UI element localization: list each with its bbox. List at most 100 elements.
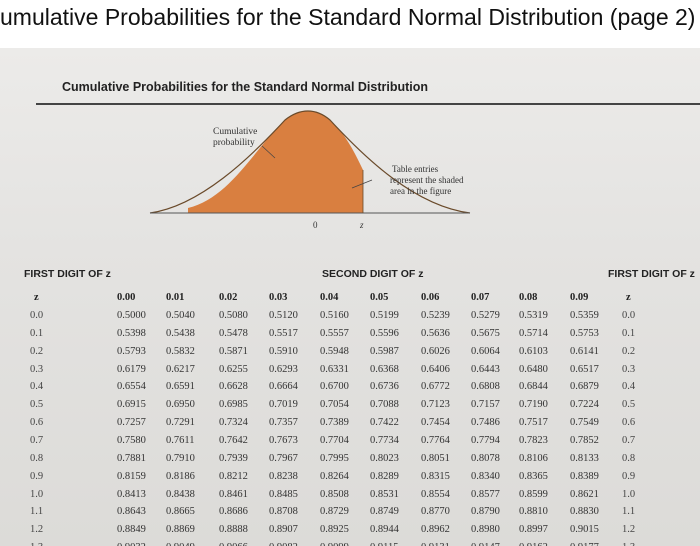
table-cell: 0.8365 (519, 470, 548, 482)
table-cell: 0.8770 (421, 506, 450, 518)
table-cell: 0.5793 (117, 345, 146, 357)
table-cell: 0.5120 (269, 310, 298, 321)
table-cell: 0.7486 (471, 417, 500, 429)
table-cell: 0.8315 (421, 470, 450, 482)
row-z-label-left: 0.0 (30, 310, 44, 321)
table-cell: 0.7123 (421, 399, 450, 411)
table-cell: 0.8888 (219, 524, 248, 536)
table-cell: 0.7611 (166, 434, 195, 446)
table-cell: 0.9115 (370, 542, 399, 546)
table-cell: 0.6879 (570, 381, 599, 393)
column-header: 0.05 (370, 292, 389, 303)
row-z-label-left: 0.7 (30, 434, 44, 446)
table-cell: 0.9032 (117, 542, 146, 546)
table-cell: 0.9015 (570, 524, 599, 536)
row-z-label-left: 0.1 (30, 327, 44, 339)
table-cell: 0.8665 (166, 506, 195, 518)
column-header: 0.08 (519, 292, 538, 303)
row-z-label-right: 0.3 (622, 363, 636, 375)
cumulative-pointer (261, 145, 276, 159)
table-cell: 0.8438 (166, 488, 195, 500)
table-cell: 0.8643 (117, 506, 146, 518)
row-z-label-right: 1.0 (622, 488, 636, 500)
table-cell: 0.8554 (421, 488, 450, 500)
table-cell: 0.6064 (471, 345, 500, 357)
first-digit-right-header: FIRST DIGIT OF z (608, 268, 695, 280)
table-cell: 0.7881 (117, 452, 146, 464)
table-cell: 0.8810 (519, 506, 548, 518)
table-cell: 0.8212 (219, 470, 248, 482)
column-header: 0.09 (570, 292, 589, 303)
table-cell: 0.7642 (219, 434, 248, 446)
table-cell: 0.6772 (421, 381, 450, 393)
table-cell: 0.9066 (219, 542, 248, 546)
table-cell: 0.7054 (320, 399, 349, 411)
table-cell: 0.8790 (471, 506, 500, 518)
table-cell: 0.7422 (370, 417, 399, 429)
table-cell: 0.7794 (471, 434, 500, 446)
table-cell: 0.6915 (117, 399, 146, 411)
table-cell: 0.7257 (117, 417, 146, 429)
column-header: 0.07 (471, 292, 490, 303)
table-cell: 0.6591 (166, 381, 195, 393)
table-cell: 0.7357 (269, 417, 298, 429)
row-z-label-left: 0.9 (30, 470, 44, 482)
row-z-label-left: 0.8 (30, 452, 44, 464)
table-cell: 0.6844 (519, 381, 548, 393)
note-label-1: Table entries (392, 164, 439, 174)
slide-title: umulative Probabilities for the Standard… (0, 4, 696, 30)
table-cell: 0.8508 (320, 488, 349, 500)
table-cell: 0.7910 (166, 452, 195, 464)
table-cell: 0.5832 (166, 345, 195, 357)
table-cell: 0.7673 (269, 434, 298, 446)
table-cell: 0.8264 (320, 470, 349, 482)
table-cell: 0.6736 (370, 381, 399, 393)
z-column-header-left: z (34, 292, 39, 303)
table-cell: 0.6103 (519, 345, 548, 357)
table-cell: 0.9099 (320, 542, 349, 546)
table-cell: 0.7019 (269, 399, 298, 411)
table-cell: 0.5871 (219, 345, 248, 357)
table-cell: 0.7580 (117, 434, 146, 446)
table-cell: 0.8485 (269, 488, 298, 500)
shaded-area (188, 111, 363, 213)
title-divider (36, 103, 700, 105)
table-cell: 0.9082 (269, 542, 298, 546)
normal-curve-figure: Cumulative probability Table entries rep… (149, 110, 471, 230)
table-cell: 0.7852 (570, 434, 599, 446)
table-cell: 0.5478 (219, 327, 248, 339)
table-cell: 0.7291 (166, 417, 195, 429)
table-cell: 0.6293 (269, 363, 298, 375)
table-cell: 0.6331 (320, 363, 349, 375)
table-cell: 0.7967 (269, 452, 298, 464)
row-z-label-right: 1.1 (622, 506, 636, 518)
table-cell: 0.6255 (219, 363, 248, 375)
table-cell: 0.7088 (370, 399, 399, 411)
table-cell: 0.8729 (320, 506, 349, 518)
table-cell: 0.7734 (370, 434, 399, 446)
row-z-label-right: 0.5 (622, 399, 636, 411)
row-z-label-left: 1.3 (30, 542, 43, 546)
table-cell: 0.8133 (570, 452, 599, 464)
table-cell: 0.5557 (320, 327, 349, 339)
table-cell: 0.6179 (117, 363, 146, 375)
table-cell: 0.7157 (471, 399, 500, 411)
table-cell: 0.6443 (471, 363, 500, 375)
table-cell: 0.8461 (219, 488, 248, 500)
table-cell: 0.8925 (320, 524, 349, 536)
table-cell: 0.9147 (471, 542, 500, 546)
table-cell: 0.7823 (519, 434, 548, 446)
cumulative-label-1: Cumulative (213, 127, 257, 137)
note-label-2: represent the shaded (390, 175, 464, 185)
table-cell: 0.8749 (370, 506, 399, 518)
note-pointer (351, 179, 373, 189)
table-cell: 0.7995 (320, 452, 349, 464)
table-cell: 0.9049 (166, 542, 195, 546)
column-header: 0.00 (117, 292, 136, 303)
row-z-label-left: 1.0 (30, 488, 44, 500)
table-cell: 0.8830 (570, 506, 599, 518)
table-cell: 0.8159 (117, 470, 146, 482)
table-cell: 0.6628 (219, 381, 248, 393)
table-cell: 0.7764 (421, 434, 450, 446)
table-cell: 0.8944 (370, 524, 399, 536)
